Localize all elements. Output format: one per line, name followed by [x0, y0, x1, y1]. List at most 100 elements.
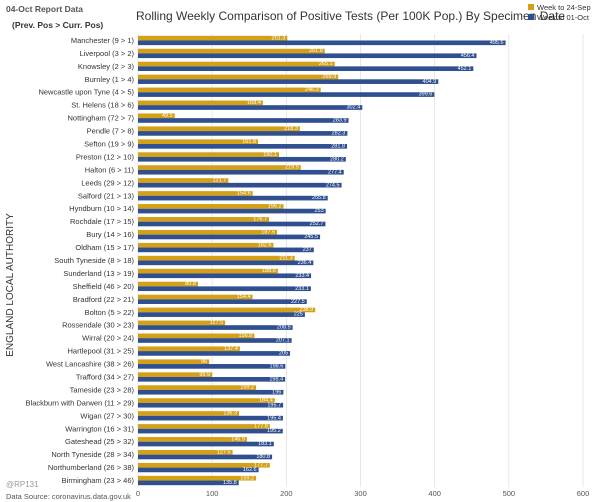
category-label: Wigan (27 > 30): [80, 411, 134, 420]
data-label: 282.3: [332, 131, 346, 137]
data-label: 121.7: [212, 178, 226, 184]
bar-week-01-oct: [138, 195, 328, 201]
data-label: 162.6: [243, 467, 257, 473]
data-label: 196.2: [268, 204, 282, 210]
bar-week-01-oct: [138, 53, 477, 59]
bar-week-01-oct: [138, 182, 342, 188]
data-label: 208.5: [277, 325, 291, 331]
x-tick-label: 400: [428, 489, 441, 498]
bar-week-01-oct: [138, 351, 291, 356]
x-tick-label: 200: [280, 489, 293, 498]
bar-week-24-sep: [138, 152, 279, 157]
category-label: Burnley (1 > 4): [85, 75, 135, 84]
subheading: (Prev. Pos > Curr. Pos): [12, 20, 103, 30]
bar-week-01-oct: [138, 480, 239, 486]
bar-week-24-sep: [138, 307, 316, 313]
bar-week-01-oct: [138, 79, 439, 84]
data-label: 127.5: [217, 449, 231, 455]
category-label: Birmingham (23 > 46): [62, 476, 135, 485]
report-date: 04-Oct Report Data: [6, 4, 83, 14]
category-label: Bradford (22 > 21): [73, 295, 135, 304]
data-label: 198.4: [269, 376, 283, 382]
bar-week-01-oct: [138, 299, 307, 304]
category-label: Wirral (20 > 24): [82, 334, 134, 343]
category-label: Knowsley (2 > 3): [78, 62, 135, 71]
bar-week-24-sep: [138, 204, 284, 209]
data-label: 495.6: [490, 40, 504, 46]
category-label: Tameside (23 > 28): [70, 385, 135, 394]
bar-week-01-oct: [138, 105, 363, 110]
data-label: 265.1: [319, 61, 333, 67]
bar-week-24-sep: [138, 411, 240, 416]
category-label: Northumberland (26 > 38): [48, 463, 135, 472]
bar-week-24-sep: [138, 35, 288, 41]
bar-week-24-sep: [138, 437, 247, 442]
data-label: 253: [314, 208, 323, 214]
bar-week-01-oct: [138, 364, 286, 369]
category-label: Gateshead (25 > 32): [65, 437, 135, 446]
data-label: 195.2: [267, 428, 281, 434]
bar-week-24-sep: [138, 398, 275, 403]
x-tick-label: 0: [136, 489, 140, 498]
data-label: 136.3: [223, 411, 237, 417]
data-label: 277.4: [328, 169, 342, 175]
bar-week-24-sep: [138, 320, 226, 326]
data-label: 117.5: [210, 320, 223, 326]
category-label: Oldham (15 > 17): [75, 243, 134, 252]
bar-week-24-sep: [138, 359, 210, 365]
data-label: 196: [272, 389, 281, 395]
data-label: 176.7: [253, 216, 267, 222]
bar-week-01-oct: [138, 441, 274, 447]
bar-week-01-oct: [138, 376, 286, 382]
data-label: 184.4: [259, 398, 273, 404]
bar-week-01-oct: [138, 402, 284, 408]
bar-week-24-sep: [138, 178, 229, 183]
x-axis-ticks: 0 100 200 300 400 500 600: [136, 489, 589, 498]
category-label: Blackburn with Darwen (11 > 29): [26, 398, 135, 407]
data-label: 246.3: [305, 87, 319, 93]
data-label: 183.1: [258, 441, 272, 447]
bars: 201.3 495.6 251.8 456.4 265.1 452.1 269.9 404.9…: [138, 35, 506, 486]
data-label: 96: [201, 359, 207, 365]
bar-week-01-oct: [138, 247, 314, 253]
bar-week-24-sep: [138, 462, 270, 468]
data-label: 146.9: [231, 437, 245, 443]
data-label: 399.6: [419, 92, 433, 98]
data-label: 198.6: [270, 364, 284, 370]
data-label: 269.9: [322, 74, 336, 80]
bar-week-01-oct: [138, 389, 284, 395]
category-label: Manchester (9 > 1): [71, 36, 135, 45]
data-label: 154.6: [237, 191, 251, 197]
chart-title: Rolling Weekly Comparison of Positive Te…: [136, 9, 565, 23]
data-label: 99.9: [199, 372, 210, 378]
data-label: 236.4: [298, 260, 312, 266]
data-label: 251.8: [309, 48, 323, 54]
legend-label-series-1: Week to 24-Sep: [537, 3, 591, 12]
data-source: Data Source: coronavirus.data.gov.uk: [6, 492, 131, 501]
bar-week-24-sep: [138, 126, 300, 132]
bar-week-01-oct: [138, 92, 435, 97]
data-label: 274.5: [326, 182, 340, 188]
category-label: South Tyneside (8 > 18): [54, 256, 134, 265]
data-label: 187.5: [261, 229, 275, 235]
bar-week-01-oct: [138, 338, 292, 343]
category-label: Sefton (19 > 9): [84, 140, 134, 149]
bar-week-01-oct: [138, 118, 349, 123]
bar-week-24-sep: [138, 372, 213, 377]
data-label: 188.6: [262, 268, 276, 274]
data-label: 205: [279, 351, 288, 357]
bar-week-24-sep: [138, 281, 198, 287]
legend: Week to 24-Sep Week to 01-Oct: [528, 3, 591, 22]
category-label: Leeds (29 > 12): [81, 178, 134, 187]
bar-week-01-oct: [138, 156, 346, 162]
category-label: Bury (14 > 16): [86, 230, 134, 239]
data-label: 135.8: [223, 480, 237, 486]
category-label: West Lancashire (38 > 26): [46, 360, 135, 369]
data-label: 280.2: [330, 156, 344, 162]
bar-week-01-oct: [138, 144, 348, 149]
data-label: 168.4: [247, 100, 261, 106]
bar-week-24-sep: [138, 449, 233, 455]
category-label: Bolton (5 > 22): [85, 308, 135, 317]
bar-week-01-oct: [138, 467, 259, 473]
